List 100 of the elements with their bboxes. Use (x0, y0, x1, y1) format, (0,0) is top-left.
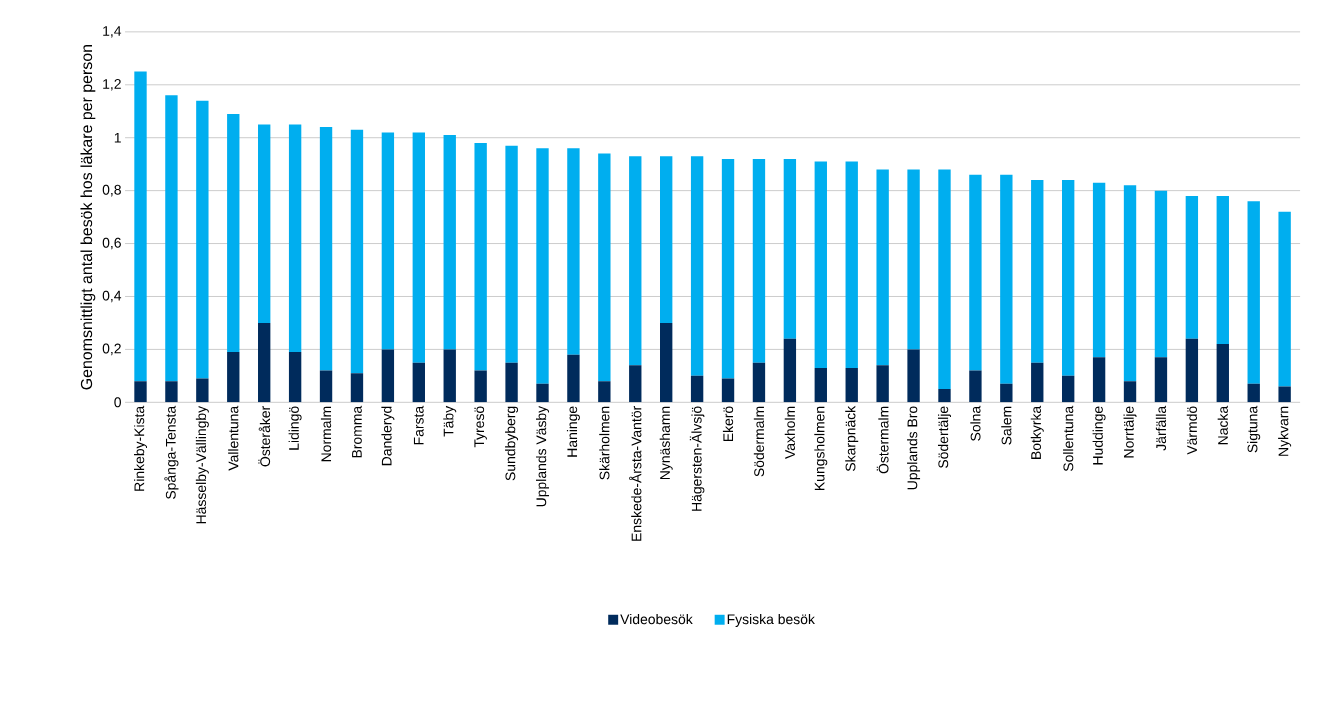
bar (474, 370, 487, 403)
bar (227, 113, 240, 353)
bar (1123, 381, 1137, 403)
bar (505, 362, 518, 403)
bar (134, 71, 147, 382)
bar (258, 322, 271, 403)
bar (907, 169, 920, 350)
x-tick-label: Skärholmen (599, 406, 610, 480)
bar (1154, 190, 1168, 358)
y-tick-label: 1,4 (103, 26, 122, 38)
bar (876, 169, 889, 366)
bar (227, 352, 240, 403)
x-tick-label: Enskede-Årsta-Vantör (629, 406, 642, 541)
x-tick-label: Huddinge (1092, 406, 1106, 465)
bar (783, 158, 797, 339)
x-tick-label: Upplands Bro (907, 406, 921, 490)
bar (969, 370, 982, 403)
x-tick-label: Södermalm (753, 406, 765, 477)
y-tick-label: 0,4 (102, 290, 122, 303)
bar (319, 127, 333, 371)
bar (1216, 195, 1229, 345)
bar (319, 370, 333, 403)
bar (938, 389, 951, 403)
y-tick-label: 0,6 (102, 237, 121, 250)
bar (1278, 386, 1291, 403)
bar (1216, 344, 1229, 403)
x-tick-label: Lidingö (288, 406, 302, 450)
x-tick-label: Sundbyberg (505, 406, 519, 481)
x-tick-label: Sollentuna (1063, 405, 1074, 472)
x-tick-label: Normalm (320, 406, 332, 462)
x-tick-label: Solna (970, 405, 981, 441)
x-tick-label: Hässelby-Vällingby (195, 405, 209, 524)
bar (1185, 338, 1199, 403)
bar (1000, 383, 1013, 403)
x-tick-label: Rinkeby-Kista (134, 405, 147, 491)
bar (1062, 375, 1075, 403)
bar (350, 129, 364, 374)
bar (690, 375, 704, 403)
x-tick-label: Botkyrka (1030, 405, 1044, 459)
bar (165, 95, 178, 382)
x-tick-label: Vallentuna (228, 405, 239, 471)
bar (350, 373, 364, 403)
bar (783, 338, 797, 403)
x-tick-label: Danderyd (381, 406, 395, 466)
bar (1154, 357, 1168, 403)
bar (412, 362, 425, 403)
bar (721, 378, 735, 403)
y-tick-label: 0,2 (102, 343, 121, 356)
bar (412, 132, 425, 363)
bar (721, 158, 735, 379)
x-tick-label: Bromma (352, 405, 362, 458)
bar (1092, 357, 1106, 403)
bar (1278, 211, 1291, 387)
y-tick-label: 0,8 (102, 184, 121, 197)
bar (258, 124, 271, 323)
bar (629, 156, 642, 366)
bar (1247, 201, 1260, 384)
bar (1092, 182, 1106, 358)
bar (381, 349, 395, 403)
bar (814, 161, 827, 368)
x-tick-label: Österåker (258, 406, 271, 467)
bar (876, 365, 889, 403)
bar (1062, 180, 1075, 376)
bar (1123, 185, 1137, 382)
y-axis-title: Genomsnittligt antal besök hos läkare per person (80, 45, 96, 390)
bar (567, 354, 580, 403)
x-tick-label: Järfälla (1155, 405, 1167, 451)
bar (598, 153, 611, 382)
bar (660, 156, 673, 323)
x-tick-label: Norrtälje (1123, 406, 1137, 458)
bar (598, 381, 611, 403)
bar (690, 156, 704, 376)
y-tick-label: 1 (114, 132, 121, 143)
x-tick-label: Nykvarn (1278, 406, 1292, 456)
x-tick-label: Haninge (566, 406, 580, 457)
bar (536, 148, 549, 384)
bar (814, 367, 827, 403)
x-tick-label: Ekerö (722, 406, 734, 442)
bar (165, 381, 178, 403)
x-tick-label: Täby (443, 405, 457, 437)
x-tick-label: Sigtuna (1247, 405, 1261, 453)
bar (938, 169, 951, 390)
bar (752, 158, 766, 363)
x-tick-label: Södertälje (937, 406, 951, 468)
bar (288, 124, 302, 353)
x-tick-label: Nacka (1217, 405, 1228, 445)
bar (1247, 383, 1260, 403)
bar (443, 135, 456, 350)
bar (505, 145, 518, 363)
x-tick-label: Värmdö (1186, 406, 1197, 455)
bar (196, 378, 209, 403)
bar (907, 349, 920, 403)
y-tick-label: 1,2 (103, 78, 121, 91)
bar (134, 381, 147, 403)
bar (196, 100, 209, 379)
bar (845, 367, 858, 403)
bar (660, 322, 673, 403)
y-tick-label: 0 (114, 397, 121, 408)
bar (288, 352, 302, 403)
bar (567, 148, 580, 355)
